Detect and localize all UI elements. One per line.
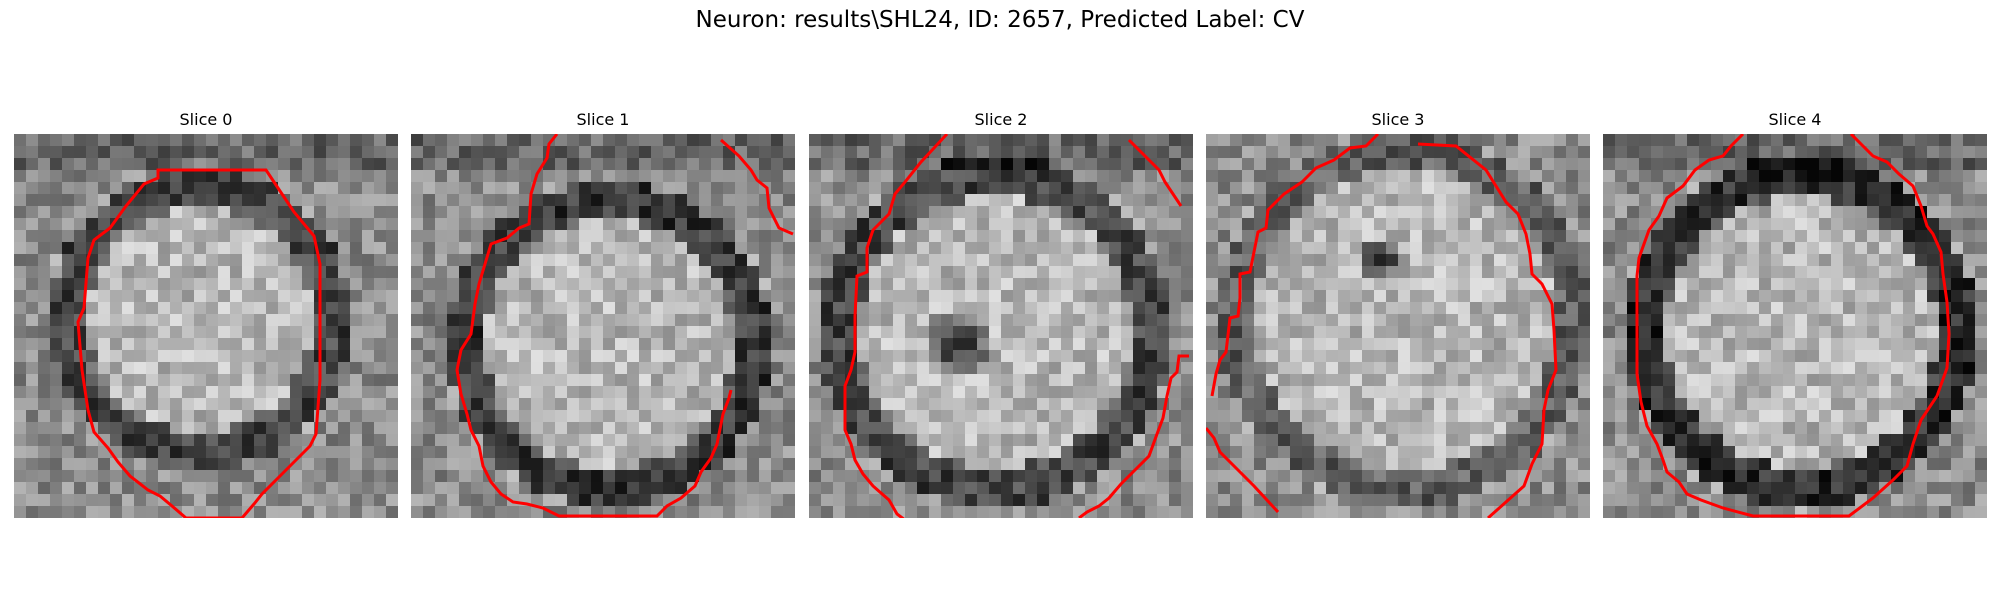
contour-overlay-2 (843, 134, 1189, 518)
slice-image-3 (1206, 134, 1590, 518)
grayscale-image-1 (411, 134, 795, 518)
grayscale-image-3 (1206, 134, 1590, 518)
slice-panel-2: Slice 2 (809, 110, 1193, 518)
slice-image-1 (411, 134, 795, 518)
slice-title-3: Slice 3 (1371, 110, 1425, 129)
figure-title: Neuron: results\SHL24, ID: 2657, Predict… (695, 7, 1305, 33)
slice-panel-3: Slice 3 (1206, 110, 1590, 518)
grayscale-image-2 (809, 134, 1193, 518)
slice-title-2: Slice 2 (974, 110, 1028, 129)
slice-panel-1: Slice 1 (411, 110, 795, 518)
slice-title-1: Slice 1 (576, 110, 630, 129)
slice-image-0 (14, 134, 398, 518)
slice-panel-4: Slice 4 (1603, 110, 1987, 518)
contour-overlay-0 (76, 168, 322, 518)
contour-overlay-4 (1635, 134, 1951, 518)
slice-image-4 (1603, 134, 1987, 518)
slice-title-4: Slice 4 (1768, 110, 1822, 129)
contour-overlay-3 (1206, 134, 1558, 518)
slice-panel-0: Slice 0 (14, 110, 398, 518)
slice-title-0: Slice 0 (179, 110, 233, 129)
slice-image-2 (809, 134, 1193, 518)
contour-overlay-1 (455, 134, 794, 518)
